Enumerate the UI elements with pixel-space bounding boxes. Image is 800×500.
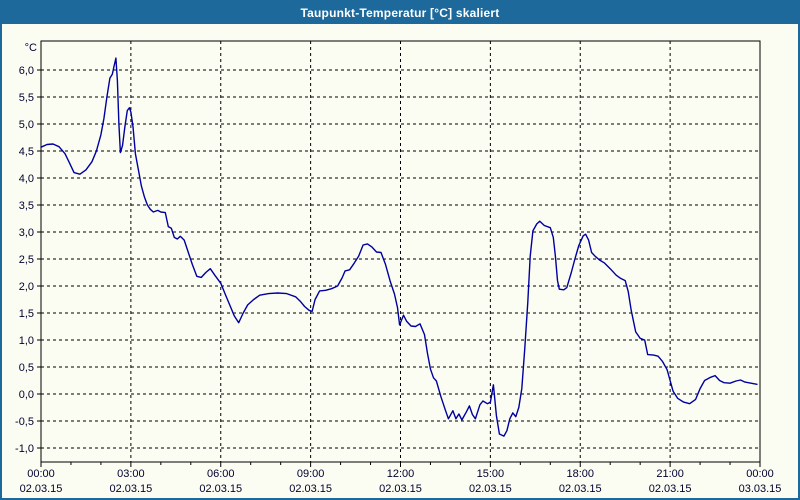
x-tick-date-label: 03.03.15 — [739, 483, 782, 495]
chart-area: 6,0 5,5 5,0 4,5 4,0 3,5 3,0 2,5 2,0 1,5 1,0 0,5 0,0 -… — [2, 24, 798, 498]
y-tick-label: 5,0 — [19, 119, 34, 131]
chart-title: Taupunkt-Temperatur [°C] skaliert — [300, 6, 500, 20]
y-tick-label: 2,0 — [19, 281, 34, 293]
y-tick-label: 1,0 — [19, 335, 34, 347]
y-tick-label: 0,5 — [19, 362, 34, 374]
y-tick-label: 3,0 — [19, 227, 34, 239]
x-tick-time-label: 00:00 — [746, 468, 774, 480]
x-tick-date-label: 02.03.15 — [289, 483, 332, 495]
x-tick-time-label: 21:00 — [656, 468, 684, 480]
x-tick-date-label: 02.03.15 — [199, 483, 242, 495]
title-bar: Taupunkt-Temperatur [°C] skaliert — [2, 2, 798, 24]
y-tick-labels: 6,0 5,5 5,0 4,5 4,0 3,5 3,0 2,5 2,0 1,5 1,0 0,5 0,0 -… — [15, 65, 34, 455]
y-tick-label: 4,0 — [19, 173, 34, 185]
x-tick-date-label: 02.03.15 — [469, 483, 512, 495]
x-gridlines — [130, 41, 671, 462]
x-tick-time-label: 12:00 — [387, 468, 415, 480]
x-tick-time-label: 15:00 — [477, 468, 505, 480]
y-tick-label: 5,5 — [19, 92, 34, 104]
y-tick-label: 6,0 — [19, 65, 34, 77]
x-tick-date-label: 02.03.15 — [559, 483, 602, 495]
y-tick-label: 1,5 — [19, 308, 34, 320]
chart-canvas: 6,0 5,5 5,0 4,5 4,0 3,5 3,0 2,5 2,0 1,5 1,0 0,5 0,0 -… — [15, 40, 782, 495]
y-tick-marks — [37, 69, 41, 449]
x-tick-time-label: 18:00 — [566, 468, 594, 480]
y-tick-label: 2,5 — [19, 254, 34, 266]
x-tick-marks — [40, 462, 761, 467]
x-tick-date-label: 02.03.15 — [649, 483, 692, 495]
x-tick-date-label: 02.03.15 — [379, 483, 422, 495]
x-tick-labels: 00:00 02.03.15 03:00 02.03.15 06:00 02.03.15 0… — [20, 468, 782, 495]
y-tick-label: 0,0 — [19, 389, 34, 401]
y-tick-label: -0,5 — [15, 416, 34, 428]
temperature-line — [40, 57, 758, 437]
y-tick-label: -1,0 — [15, 443, 34, 455]
y-axis-unit-label: °C — [25, 42, 37, 54]
x-tick-time-label: 03:00 — [117, 468, 145, 480]
y-tick-label: 4,5 — [19, 146, 34, 158]
x-tick-time-label: 00:00 — [27, 468, 55, 480]
x-tick-date-label: 02.03.15 — [20, 483, 63, 495]
x-tick-time-label: 06:00 — [207, 468, 235, 480]
x-tick-time-label: 09:00 — [297, 468, 325, 480]
x-tick-date-label: 02.03.15 — [109, 483, 152, 495]
y-tick-label: 3,5 — [19, 200, 34, 212]
